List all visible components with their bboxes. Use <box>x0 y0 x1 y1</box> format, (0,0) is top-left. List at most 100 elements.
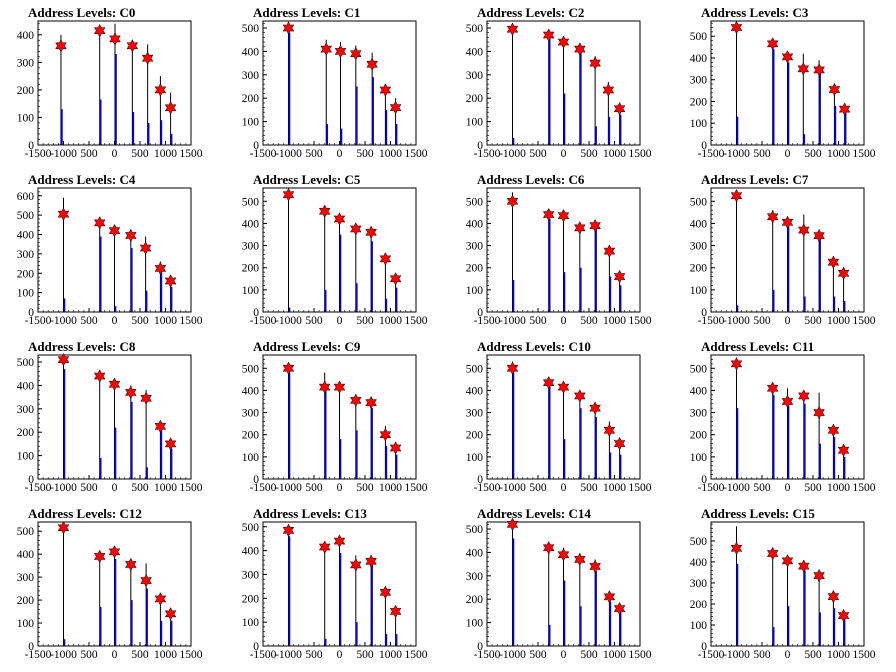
x-tick-label: 500 <box>804 148 822 160</box>
chart-panel: Address Levels: C7 0 100 200 300 400 500 -1500-… <box>690 172 876 327</box>
peak-marker <box>781 394 794 409</box>
x-tick-label: -1500 <box>250 482 277 494</box>
peak-marker <box>57 520 70 535</box>
y-tick-label: 0 <box>253 641 259 653</box>
x-tick-label: 1000 <box>379 649 402 661</box>
y-tick-label: 300 <box>17 404 35 416</box>
peak-marker <box>389 100 402 115</box>
y-tick-label: 300 <box>17 572 35 584</box>
x-tick-label: 1000 <box>154 649 177 661</box>
x-tick-label: 1500 <box>853 148 876 160</box>
peak-marker <box>542 541 555 555</box>
x-tick-label: 0 <box>785 649 791 661</box>
peak-marker <box>613 269 626 284</box>
y-tick-label: 300 <box>690 408 708 420</box>
y-tick-label: 300 <box>690 578 708 590</box>
chart-panel: Address Levels: C9 0 100 200 300 400 500 -1500-… <box>242 339 428 494</box>
y-tick-label: 100 <box>242 452 260 464</box>
y-tick-label: 0 <box>28 307 34 319</box>
peak-marker <box>766 381 779 395</box>
peak-marker <box>124 385 137 400</box>
y-tick-label: 500 <box>242 23 260 35</box>
x-tick-label: -1500 <box>25 482 52 494</box>
peak-marker <box>827 255 840 269</box>
x-tick-label: -1500 <box>25 148 52 160</box>
peak-marker <box>613 436 626 451</box>
x-tick-label: 500 <box>580 482 598 494</box>
y-tick-label: 200 <box>466 93 484 105</box>
x-tick-label: 500 <box>753 649 771 661</box>
peak-marker <box>108 545 121 559</box>
chart-panel: Address Levels: C12 0 100 200 300 400 500 -1500… <box>17 506 203 661</box>
peak-marker <box>164 437 177 451</box>
y-tick-label: 300 <box>17 249 35 261</box>
y-tick-label: 100 <box>690 452 708 464</box>
y-tick-label: 500 <box>17 210 35 222</box>
x-tick-label: 500 <box>529 482 547 494</box>
peak-marker <box>154 83 167 97</box>
chart-panel: Address Levels: C2 0 100 200 300 400 500 -1500-… <box>466 5 652 160</box>
y-tick-label: 100 <box>17 451 35 463</box>
y-tick-label: 100 <box>17 112 35 124</box>
y-tick-label: 200 <box>690 263 708 275</box>
peak-marker <box>333 380 346 394</box>
x-tick-label: 500 <box>356 482 374 494</box>
y-tick-label: 200 <box>242 93 260 105</box>
y-tick-label: 0 <box>477 307 483 319</box>
y-tick-label: 100 <box>242 285 260 297</box>
x-tick-label: 500 <box>753 315 771 327</box>
peak-marker <box>349 393 362 408</box>
y-tick-label: 500 <box>690 31 708 43</box>
peak-marker <box>349 558 362 572</box>
chart-title: Address Levels: C9 <box>253 339 361 354</box>
y-tick-label: 200 <box>466 263 484 275</box>
y-tick-label: 0 <box>477 474 483 486</box>
chart-title: Address Levels: C10 <box>477 339 591 354</box>
chart-panel: Address Levels: C8 0 100 200 300 400 500 -1500-… <box>17 339 203 494</box>
chart-panel: Address Levels: C6 0 100 200 300 400 500 -1500-… <box>466 172 652 327</box>
chart-title: Address Levels: C0 <box>28 5 135 20</box>
peak-marker <box>139 241 152 255</box>
y-tick-label: 100 <box>466 285 484 297</box>
x-tick-label: 1000 <box>603 482 626 494</box>
x-tick-label: -1500 <box>25 649 52 661</box>
x-tick-label: -1500 <box>250 649 277 661</box>
peak-marker <box>164 607 177 621</box>
peak-marker <box>557 380 570 394</box>
peak-marker <box>154 261 167 276</box>
peak-marker <box>379 83 392 97</box>
peak-marker <box>109 32 121 46</box>
x-tick-label: -1000 <box>499 482 526 494</box>
x-tick-label: 1500 <box>180 148 203 160</box>
peak-marker <box>124 228 137 243</box>
x-tick-label: 0 <box>112 148 118 160</box>
peak-marker <box>57 352 70 367</box>
x-tick-label: 500 <box>305 649 323 661</box>
peak-marker <box>766 546 779 561</box>
y-tick-label: 0 <box>701 474 707 486</box>
y-tick-label: 0 <box>701 307 707 319</box>
x-tick-label: -1500 <box>474 649 501 661</box>
x-tick-label: 0 <box>112 315 118 327</box>
peak-marker <box>318 380 331 394</box>
peak-marker <box>797 62 810 76</box>
x-tick-label: 1500 <box>629 482 652 494</box>
y-tick-label: 300 <box>242 408 260 420</box>
chart-panel: Address Levels: C15 0 100 200 300 400 500 -1500… <box>690 506 876 661</box>
peak-marker <box>366 57 378 72</box>
chart-title: Address Levels: C8 <box>28 339 136 354</box>
y-tick-label: 400 <box>690 53 708 65</box>
peak-marker <box>365 554 377 569</box>
y-tick-label: 500 <box>242 196 260 208</box>
peak-marker <box>506 22 519 36</box>
y-tick-label: 200 <box>17 268 35 280</box>
x-tick-label: 0 <box>785 482 791 494</box>
x-tick-label: 1000 <box>379 315 402 327</box>
x-tick-label: -1500 <box>474 148 501 160</box>
x-tick-label: -1500 <box>698 315 725 327</box>
peak-marker <box>557 208 570 223</box>
peak-marker <box>124 557 137 572</box>
peak-marker <box>730 189 743 203</box>
y-tick-label: 200 <box>466 430 484 442</box>
y-tick-label: 200 <box>17 595 35 607</box>
